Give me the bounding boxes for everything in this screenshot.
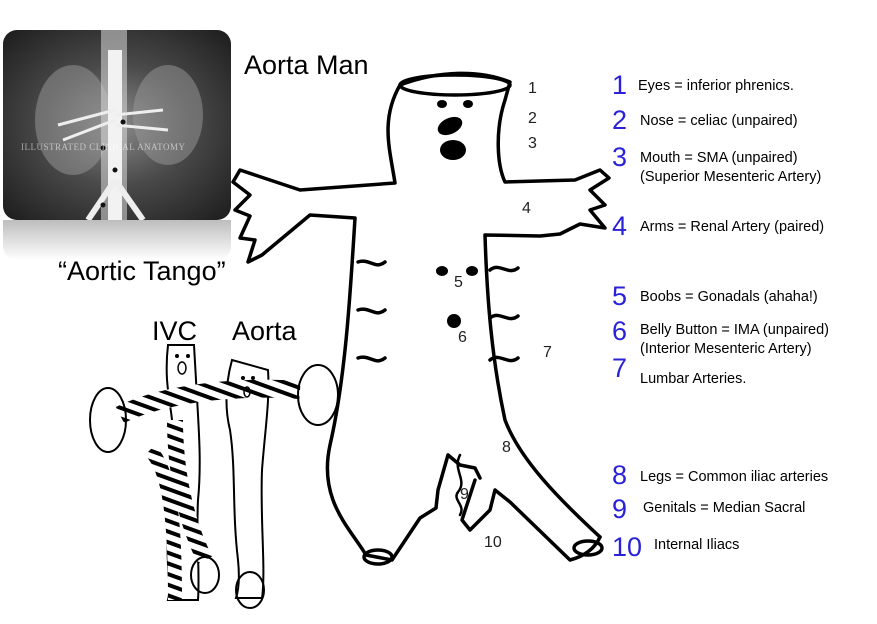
diagram-title: Aorta Man xyxy=(244,50,369,80)
figure-number-7: 7 xyxy=(543,344,552,361)
figure-number-8: 8 xyxy=(502,439,511,456)
legend-number-6: 6 xyxy=(612,316,628,346)
xray-image: ILLUSTRATED CLINICAL ANATOMY xyxy=(3,30,231,220)
aorta-label: Aorta xyxy=(232,316,297,346)
legend-text-6: Belly Button = IMA (unpaired) (Interior M… xyxy=(640,322,830,357)
legend-text-5: Boobs = Gonadals (ahaha!) xyxy=(640,289,818,305)
figure-number-1: 1 xyxy=(528,80,537,97)
legend-number-9: 9 xyxy=(612,494,628,524)
legend-text-8: Legs = Common iliac arteries xyxy=(640,469,829,485)
figure-number-3: 3 xyxy=(528,135,537,152)
legend-number-4: 4 xyxy=(612,211,628,241)
legend-number-5: 5 xyxy=(612,281,628,311)
xray-anatomy-graphic xyxy=(35,30,203,220)
xray-reflection xyxy=(3,220,231,260)
legend-number-8: 8 xyxy=(612,460,628,490)
figure-number-4: 4 xyxy=(522,200,531,217)
legend-number-3: 3 xyxy=(612,142,628,172)
legend-text-9: Genitals = Median Sacral xyxy=(643,500,806,516)
legend-text-4: Arms = Renal Artery (paired) xyxy=(640,219,825,235)
legend-text-2: Nose = celiac (unpaired) xyxy=(640,113,798,129)
aortic-tango-caption: “Aortic Tango” xyxy=(58,256,226,286)
legend-number-7: 7 xyxy=(612,353,628,383)
legend-number-2: 2 xyxy=(612,105,628,135)
legend-text-3: Mouth = SMA (unpaired) (Superior Mesenter… xyxy=(640,150,822,185)
figure-number-10: 10 xyxy=(484,534,502,551)
figure-number-6: 6 xyxy=(458,329,467,346)
figure-number-9: 9 xyxy=(460,486,469,503)
ivc-label: IVC xyxy=(152,316,198,346)
legend-number-10: 10 xyxy=(612,532,643,562)
legend-text-1: Eyes = inferior phrenics. xyxy=(638,78,794,94)
xray-watermark: ILLUSTRATED CLINICAL ANATOMY xyxy=(21,142,186,152)
legend-text-7: Lumbar Arteries. xyxy=(640,371,747,387)
figure-number-2: 2 xyxy=(528,110,537,127)
figure-number-5: 5 xyxy=(454,274,463,291)
legend-number-1: 1 xyxy=(612,70,628,100)
legend-text-10: Internal Iliacs xyxy=(654,537,740,553)
